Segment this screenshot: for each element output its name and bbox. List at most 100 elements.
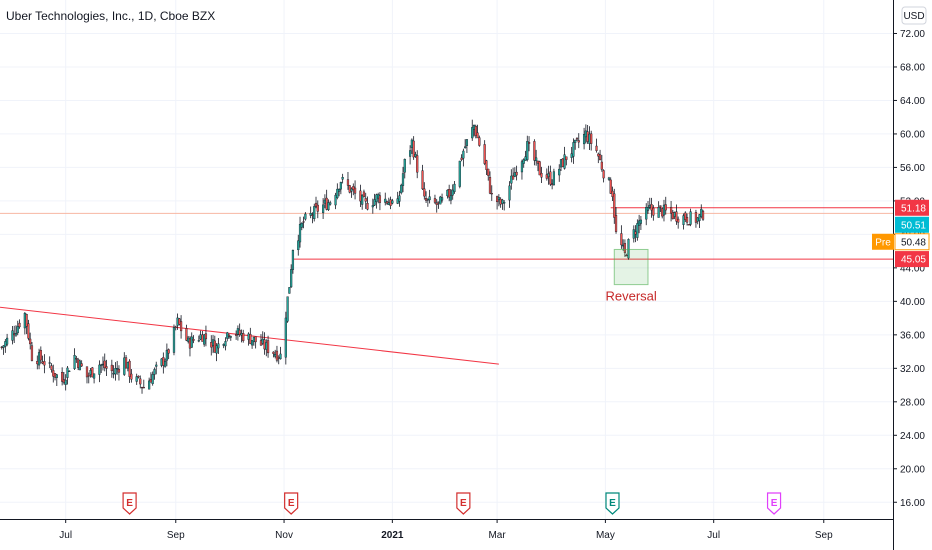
candle-body bbox=[650, 204, 653, 211]
candle-body bbox=[446, 189, 449, 197]
candle-body bbox=[91, 367, 94, 378]
candle-body bbox=[362, 191, 366, 198]
x-tick-label: Sep bbox=[815, 530, 833, 541]
x-tick-label: Jul bbox=[59, 530, 72, 541]
price-badge: 45.05 bbox=[895, 251, 929, 268]
candle-body bbox=[27, 323, 30, 339]
candle-body bbox=[279, 353, 282, 360]
candle-body bbox=[485, 160, 488, 170]
candle-body bbox=[623, 243, 627, 253]
candle-body bbox=[124, 357, 128, 369]
candle-body bbox=[98, 364, 101, 375]
candle-body bbox=[288, 287, 291, 294]
candle-body bbox=[16, 326, 19, 334]
price-badge-bg bbox=[895, 216, 929, 233]
candle-body bbox=[416, 155, 419, 173]
candle-body bbox=[137, 375, 140, 378]
candle-body bbox=[250, 340, 254, 346]
candle-body bbox=[645, 206, 648, 220]
candle-body bbox=[197, 340, 200, 342]
x-tick-label: Sep bbox=[167, 530, 185, 541]
x-tick-label: May bbox=[596, 530, 615, 541]
candle-body bbox=[30, 345, 34, 361]
candle-body bbox=[215, 345, 218, 354]
candle-body bbox=[586, 131, 589, 142]
candle-body bbox=[472, 125, 476, 130]
candle-body bbox=[0, 346, 3, 348]
candle-body bbox=[471, 127, 474, 139]
candle-body bbox=[167, 349, 170, 354]
candle-body bbox=[684, 212, 687, 220]
candle-body bbox=[160, 358, 163, 366]
candle-body bbox=[341, 177, 344, 180]
candle-body bbox=[213, 340, 216, 353]
candle-body bbox=[426, 199, 429, 201]
candle-body bbox=[62, 379, 66, 383]
candle-body bbox=[582, 134, 586, 145]
candle-body bbox=[313, 206, 316, 220]
candle-body bbox=[322, 204, 325, 213]
candle-body bbox=[37, 352, 41, 366]
candle-body bbox=[89, 370, 92, 375]
y-tick-label: 16.00 bbox=[900, 498, 925, 509]
price-badge-prefix: Pre bbox=[875, 237, 891, 248]
candle-body bbox=[696, 217, 699, 222]
y-tick-label: 72.00 bbox=[900, 29, 925, 40]
candle-body bbox=[609, 179, 612, 194]
candle-body bbox=[440, 197, 444, 201]
candle-body bbox=[465, 139, 469, 146]
candle-body bbox=[538, 161, 541, 176]
candle-body bbox=[535, 157, 538, 162]
earnings-marker-label: E bbox=[288, 498, 295, 509]
candle-body bbox=[73, 355, 76, 369]
candle-body bbox=[385, 201, 389, 204]
y-tick-label: 60.00 bbox=[900, 129, 925, 140]
candle-body bbox=[100, 364, 103, 366]
candle-body bbox=[698, 214, 701, 221]
candle-body bbox=[460, 157, 463, 160]
earnings-marker-label: E bbox=[609, 498, 616, 509]
candle-body bbox=[50, 365, 53, 370]
candle-body bbox=[187, 337, 190, 342]
earnings-marker-shape bbox=[122, 492, 137, 515]
candle-body bbox=[371, 205, 374, 208]
candle-body bbox=[549, 171, 552, 185]
candle-body bbox=[453, 183, 456, 192]
candle-body bbox=[673, 212, 676, 217]
y-tick-label: 68.00 bbox=[900, 62, 925, 73]
candle-body bbox=[6, 337, 9, 345]
candle-body bbox=[669, 206, 673, 214]
y-tick-label: 36.00 bbox=[900, 330, 925, 341]
candle-body bbox=[508, 185, 511, 201]
currency-button[interactable]: USD bbox=[901, 6, 927, 25]
candle-body bbox=[378, 195, 382, 203]
candle-body bbox=[85, 366, 89, 378]
candle-body bbox=[401, 173, 405, 186]
earnings-marker: E bbox=[122, 492, 137, 515]
candle-body bbox=[359, 190, 362, 202]
candle-body bbox=[597, 153, 600, 157]
candle-body bbox=[199, 334, 202, 340]
candle-body bbox=[412, 140, 415, 158]
candle-body bbox=[242, 333, 245, 341]
candle-body bbox=[48, 362, 51, 364]
candle-body bbox=[559, 159, 563, 168]
candle-body bbox=[4, 341, 7, 347]
candle-body bbox=[80, 363, 83, 367]
candle-body bbox=[551, 183, 554, 185]
candle-body bbox=[364, 198, 367, 202]
candle-body bbox=[162, 357, 165, 366]
candle-body bbox=[462, 150, 465, 159]
candle-body bbox=[352, 186, 355, 190]
candle-body bbox=[334, 194, 337, 206]
candle-body bbox=[652, 207, 655, 216]
candle-body bbox=[55, 374, 58, 378]
candle-body bbox=[311, 214, 314, 216]
candle-body bbox=[222, 344, 225, 346]
y-tick-label: 64.00 bbox=[900, 96, 925, 107]
candle-body bbox=[448, 189, 451, 198]
candle-body bbox=[348, 185, 351, 193]
candle-body bbox=[435, 202, 438, 205]
